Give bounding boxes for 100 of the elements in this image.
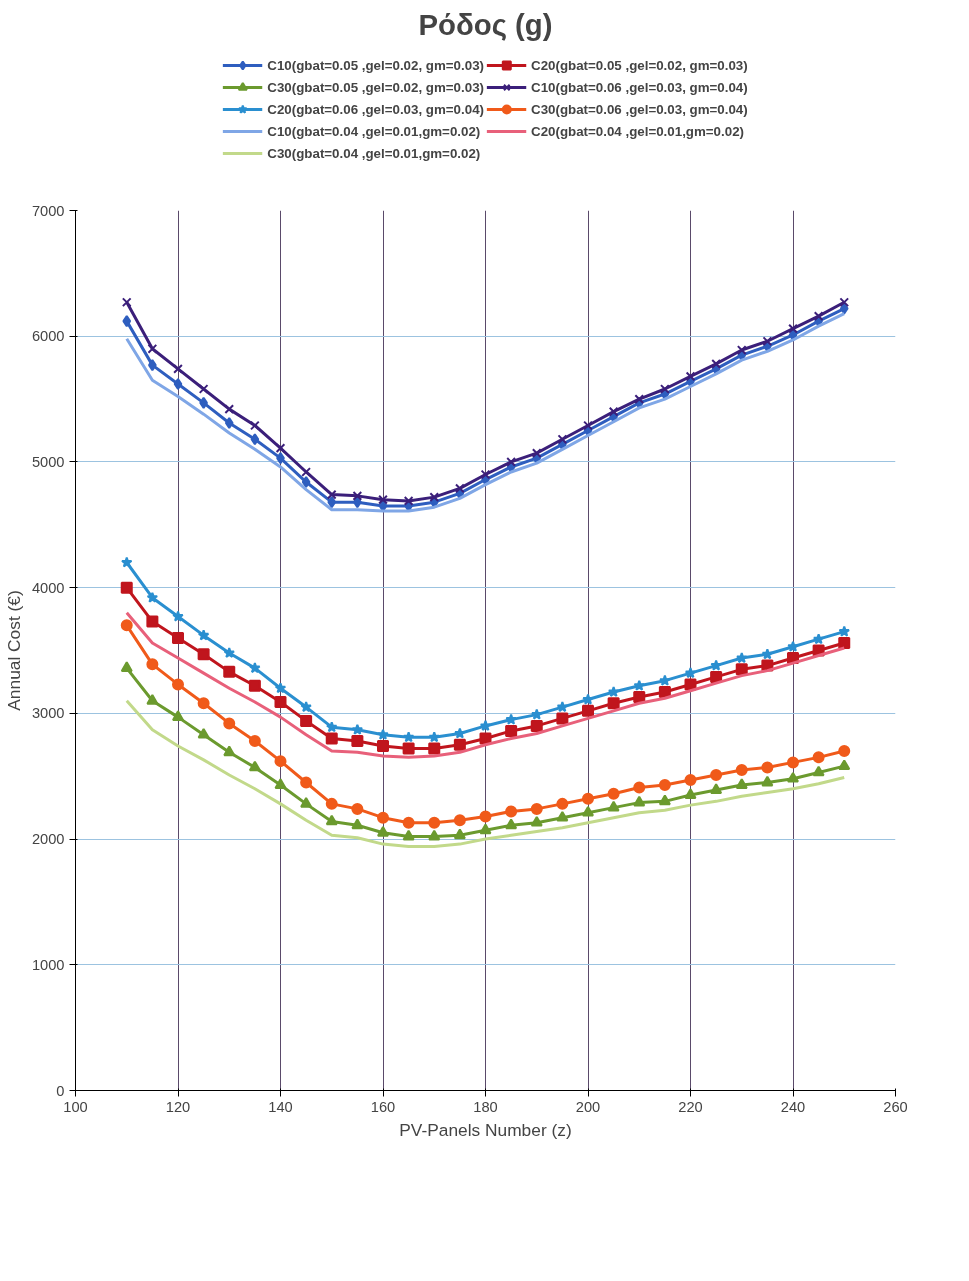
point [582,704,594,717]
point [377,811,389,824]
point [608,406,619,417]
point [813,311,824,321]
point [146,658,159,671]
point [274,778,287,789]
point [378,494,388,505]
point [735,663,748,676]
point [839,297,850,308]
point [684,667,697,679]
point [249,420,260,431]
point [327,496,337,509]
point [377,740,389,753]
point [301,467,312,477]
point [479,810,492,823]
x-tick-label: 140 [268,1098,293,1115]
point [173,364,183,374]
y-tick-label: 3000 [31,705,65,722]
point [556,810,569,822]
point [352,490,363,501]
point [172,631,184,644]
y-tick-label: 7000 [31,202,65,219]
point [198,384,209,394]
y-axis-title: Annual Cost (€) [3,590,24,711]
point [582,693,594,705]
point [351,818,364,830]
point [838,745,851,758]
x-tick-label: 120 [165,1098,191,1115]
point [454,483,465,494]
point [838,625,851,637]
point [634,394,645,404]
x-tick-label: 100 [63,1098,88,1115]
point [736,345,747,355]
point [479,719,492,731]
point [505,713,517,725]
chart-title: Ρόδος (g) [418,7,553,41]
point [172,610,184,622]
point [453,738,466,751]
point [684,678,697,691]
point [325,814,338,826]
point [454,727,466,739]
point [480,469,491,480]
point [428,742,441,755]
point [710,768,723,781]
y-tick-label: 4000 [31,579,65,596]
point [838,759,851,771]
point [429,492,440,503]
point [607,800,620,812]
point [583,420,593,431]
y-tick-label: 5000 [31,453,65,470]
point [274,696,287,709]
y-tick-label: 0 [56,1082,65,1099]
point [633,795,646,807]
y-tick-label: 2000 [31,831,65,848]
point [224,404,235,415]
point [325,721,338,733]
legend-label: C10(gbat=0.05 ,gel=0.02, gm=0.03) [267,57,484,73]
point [146,591,159,603]
point [402,731,415,743]
point [274,755,287,768]
point [684,774,697,786]
point [530,719,543,732]
point [120,619,133,632]
point [121,297,132,308]
point [556,712,569,725]
point [172,710,184,722]
point [659,674,671,686]
point [711,358,722,369]
point [633,691,646,704]
point [659,384,670,394]
point [325,732,338,745]
point [146,615,159,628]
x-tick-label: 220 [678,1098,703,1115]
legend-label: C30(gbat=0.04 ,gel=0.01,gm=0.02) [267,145,481,161]
point [658,685,671,698]
point [197,727,210,739]
point [301,476,311,489]
legend-label: C30(gbat=0.05 ,gel=0.02, gm=0.03) [267,79,484,95]
y-tick-label: 1000 [31,956,65,973]
point [146,694,159,705]
legend-label: C20(gbat=0.06 ,gel=0.03, gm=0.04) [267,101,484,117]
point [224,416,234,429]
point [377,728,389,740]
point [762,336,773,347]
point [607,685,620,698]
point [223,745,236,757]
point [300,776,313,789]
x-tick-label: 260 [883,1098,908,1115]
point [428,816,441,829]
point [812,765,825,777]
point [428,829,441,841]
point [685,371,696,382]
point [582,792,594,805]
point [556,797,569,810]
point [173,377,183,390]
point [223,717,236,730]
point [658,794,671,806]
point [530,815,543,827]
x-tick-label: 240 [780,1098,806,1115]
point [607,697,620,710]
